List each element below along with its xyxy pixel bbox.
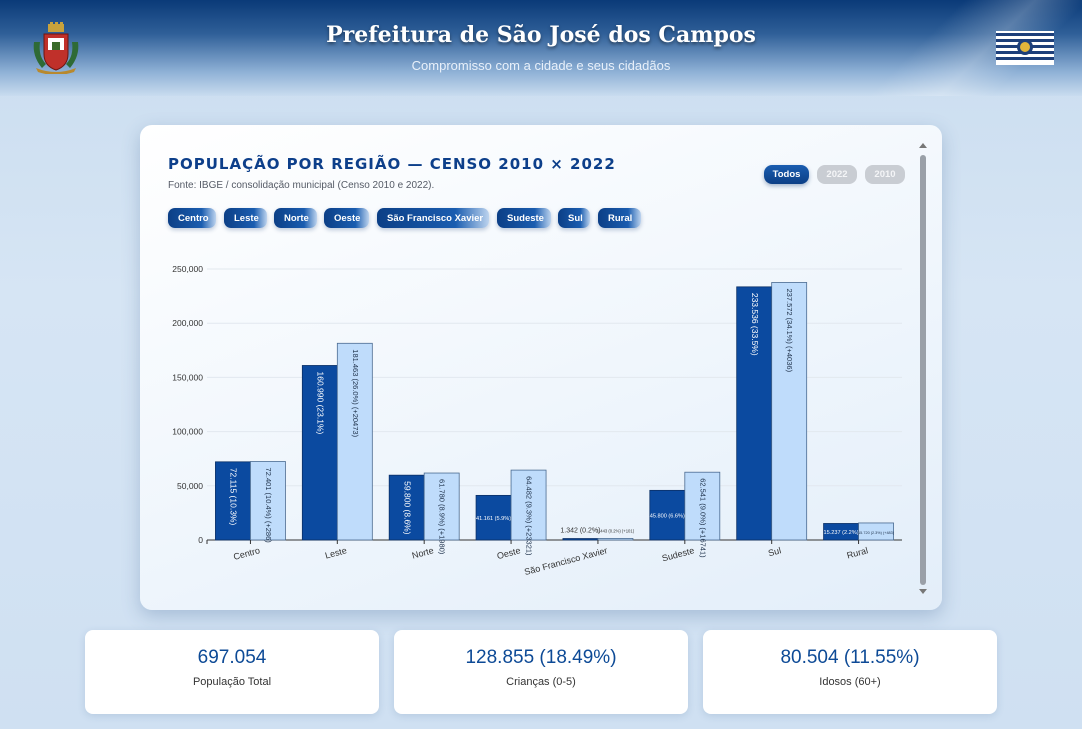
- site-title: Prefeitura de São José dos Campos: [326, 22, 756, 48]
- chart-title: POPULAÇÃO POR REGIÃO — CENSO 2010 × 2022: [168, 155, 616, 173]
- site-subtitle: Compromisso com a cidade e seus cidadãos: [411, 58, 671, 73]
- bar[interactable]: [649, 489, 686, 541]
- y-tick-label: 0: [198, 535, 203, 545]
- bar-data-label: 160.990 (23.1%): [316, 371, 326, 434]
- year-filter: Todos 2022 2010: [764, 165, 905, 184]
- region-button-sul[interactable]: Sul: [558, 208, 590, 228]
- bar[interactable]: [423, 472, 460, 541]
- chart-card: POPULAÇÃO POR REGIÃO — CENSO 2010 × 2022…: [140, 125, 942, 610]
- bar[interactable]: [562, 538, 599, 541]
- x-tick-label: Leste: [324, 545, 348, 560]
- coat-of-arms-logo: [33, 22, 79, 74]
- year-button-2010[interactable]: 2010: [865, 165, 905, 184]
- bar[interactable]: [771, 282, 808, 541]
- bar-data-label: 45.800 (6.6%): [650, 514, 685, 520]
- bar-data-label: 64.482 (9.3%) (+23321): [525, 476, 534, 556]
- bar[interactable]: [858, 522, 894, 541]
- bar-data-label: 41.161 (5.9%): [476, 516, 511, 522]
- stat-card-total: 697.054 População Total: [85, 630, 379, 714]
- region-button-leste[interactable]: Leste: [224, 208, 267, 228]
- x-tick-label: Oeste: [496, 545, 522, 561]
- scrollbar-thumb[interactable]: [920, 155, 926, 585]
- year-button-2022[interactable]: 2022: [817, 165, 857, 184]
- y-tick-label: 50,000: [177, 481, 203, 491]
- bar-data-label: 233.536 (33.5%): [750, 293, 760, 356]
- bar[interactable]: [215, 461, 251, 541]
- bar[interactable]: [684, 471, 721, 541]
- y-tick-label: 150,000: [172, 372, 203, 382]
- bar-data-label: 237.572 (34.1%) (+4036): [785, 288, 794, 372]
- bar-data-label: 72.115 (10.3%): [229, 468, 239, 526]
- bar[interactable]: [250, 461, 286, 541]
- x-tick-label: Centro: [232, 545, 261, 562]
- stat-label: Crianças (0-5): [506, 676, 576, 688]
- bar-data-label: 15.237 (2.2%): [823, 530, 858, 536]
- region-button-oeste[interactable]: Oeste: [324, 208, 369, 228]
- stat-value: 697.054: [197, 647, 267, 668]
- site-header: Prefeitura de São José dos Campos Compro…: [0, 0, 1082, 96]
- bar-data-label: 1.342 (0.2%): [560, 528, 600, 535]
- region-button-sao-francisco-xavier[interactable]: São Francisco Xavier: [377, 208, 489, 228]
- y-tick-label: 250,000: [172, 264, 203, 274]
- x-tick-label: Sul: [767, 545, 782, 558]
- region-button-centro[interactable]: Centro: [168, 208, 216, 228]
- stat-card-children: 128.855 (18.49%) Crianças (0-5): [394, 630, 688, 714]
- bar[interactable]: [388, 474, 425, 541]
- y-tick-label: 200,000: [172, 318, 203, 328]
- stat-value: 80.504 (11.55%): [780, 647, 920, 668]
- population-bar-chart: 0 50,000 100,000 150,000 200,000 250,000 72.11…: [172, 264, 902, 577]
- bar-data-label: 61.780 (8.9%) (+1980): [438, 479, 447, 555]
- x-tick-label: Rural: [846, 545, 869, 560]
- stat-card-elderly: 80.504 (11.55%) Idosos (60+): [703, 630, 997, 714]
- region-button-norte[interactable]: Norte: [274, 208, 317, 228]
- x-tick-label: Sudeste: [661, 545, 695, 563]
- bar[interactable]: [301, 365, 338, 541]
- bar[interactable]: [475, 494, 512, 541]
- bar-data-label: 15.720 (2.3%) (+483): [858, 531, 895, 535]
- bar[interactable]: [736, 286, 773, 541]
- bar[interactable]: [336, 342, 373, 541]
- bar[interactable]: [597, 538, 634, 541]
- chart-source: Fonte: IBGE / consolidação municipal (Ce…: [168, 180, 435, 191]
- card-scrollbar[interactable]: [919, 143, 927, 595]
- region-button-sudeste[interactable]: Sudeste: [497, 208, 551, 228]
- bar-data-label: 181.463 (26.0%) (+20473): [351, 349, 360, 437]
- y-tick-label: 100,000: [172, 427, 203, 437]
- bar[interactable]: [510, 469, 547, 541]
- stat-label: População Total: [192, 676, 272, 688]
- bar-data-label: 59.800 (8.6%): [402, 481, 412, 535]
- stat-label: Idosos (60+): [819, 676, 881, 688]
- x-tick-label: São Francisco Xavier: [523, 545, 608, 577]
- x-tick-label: Norte: [411, 545, 435, 560]
- scroll-up-arrow-icon[interactable]: [919, 143, 927, 148]
- year-button-todos[interactable]: Todos: [764, 165, 809, 184]
- region-button-rural[interactable]: Rural: [598, 208, 641, 228]
- stat-value: 128.855 (18.49%): [465, 647, 617, 668]
- bar-data-label: 72.401 (10.4%) (+286): [264, 468, 273, 544]
- bar-data-label: 1.443 (0.2%) (+101): [597, 528, 635, 533]
- city-flag-logo: [996, 31, 1054, 65]
- bar-data-label: 62.541 (9.0%) (+16741): [698, 478, 707, 558]
- scroll-down-arrow-icon[interactable]: [919, 589, 927, 594]
